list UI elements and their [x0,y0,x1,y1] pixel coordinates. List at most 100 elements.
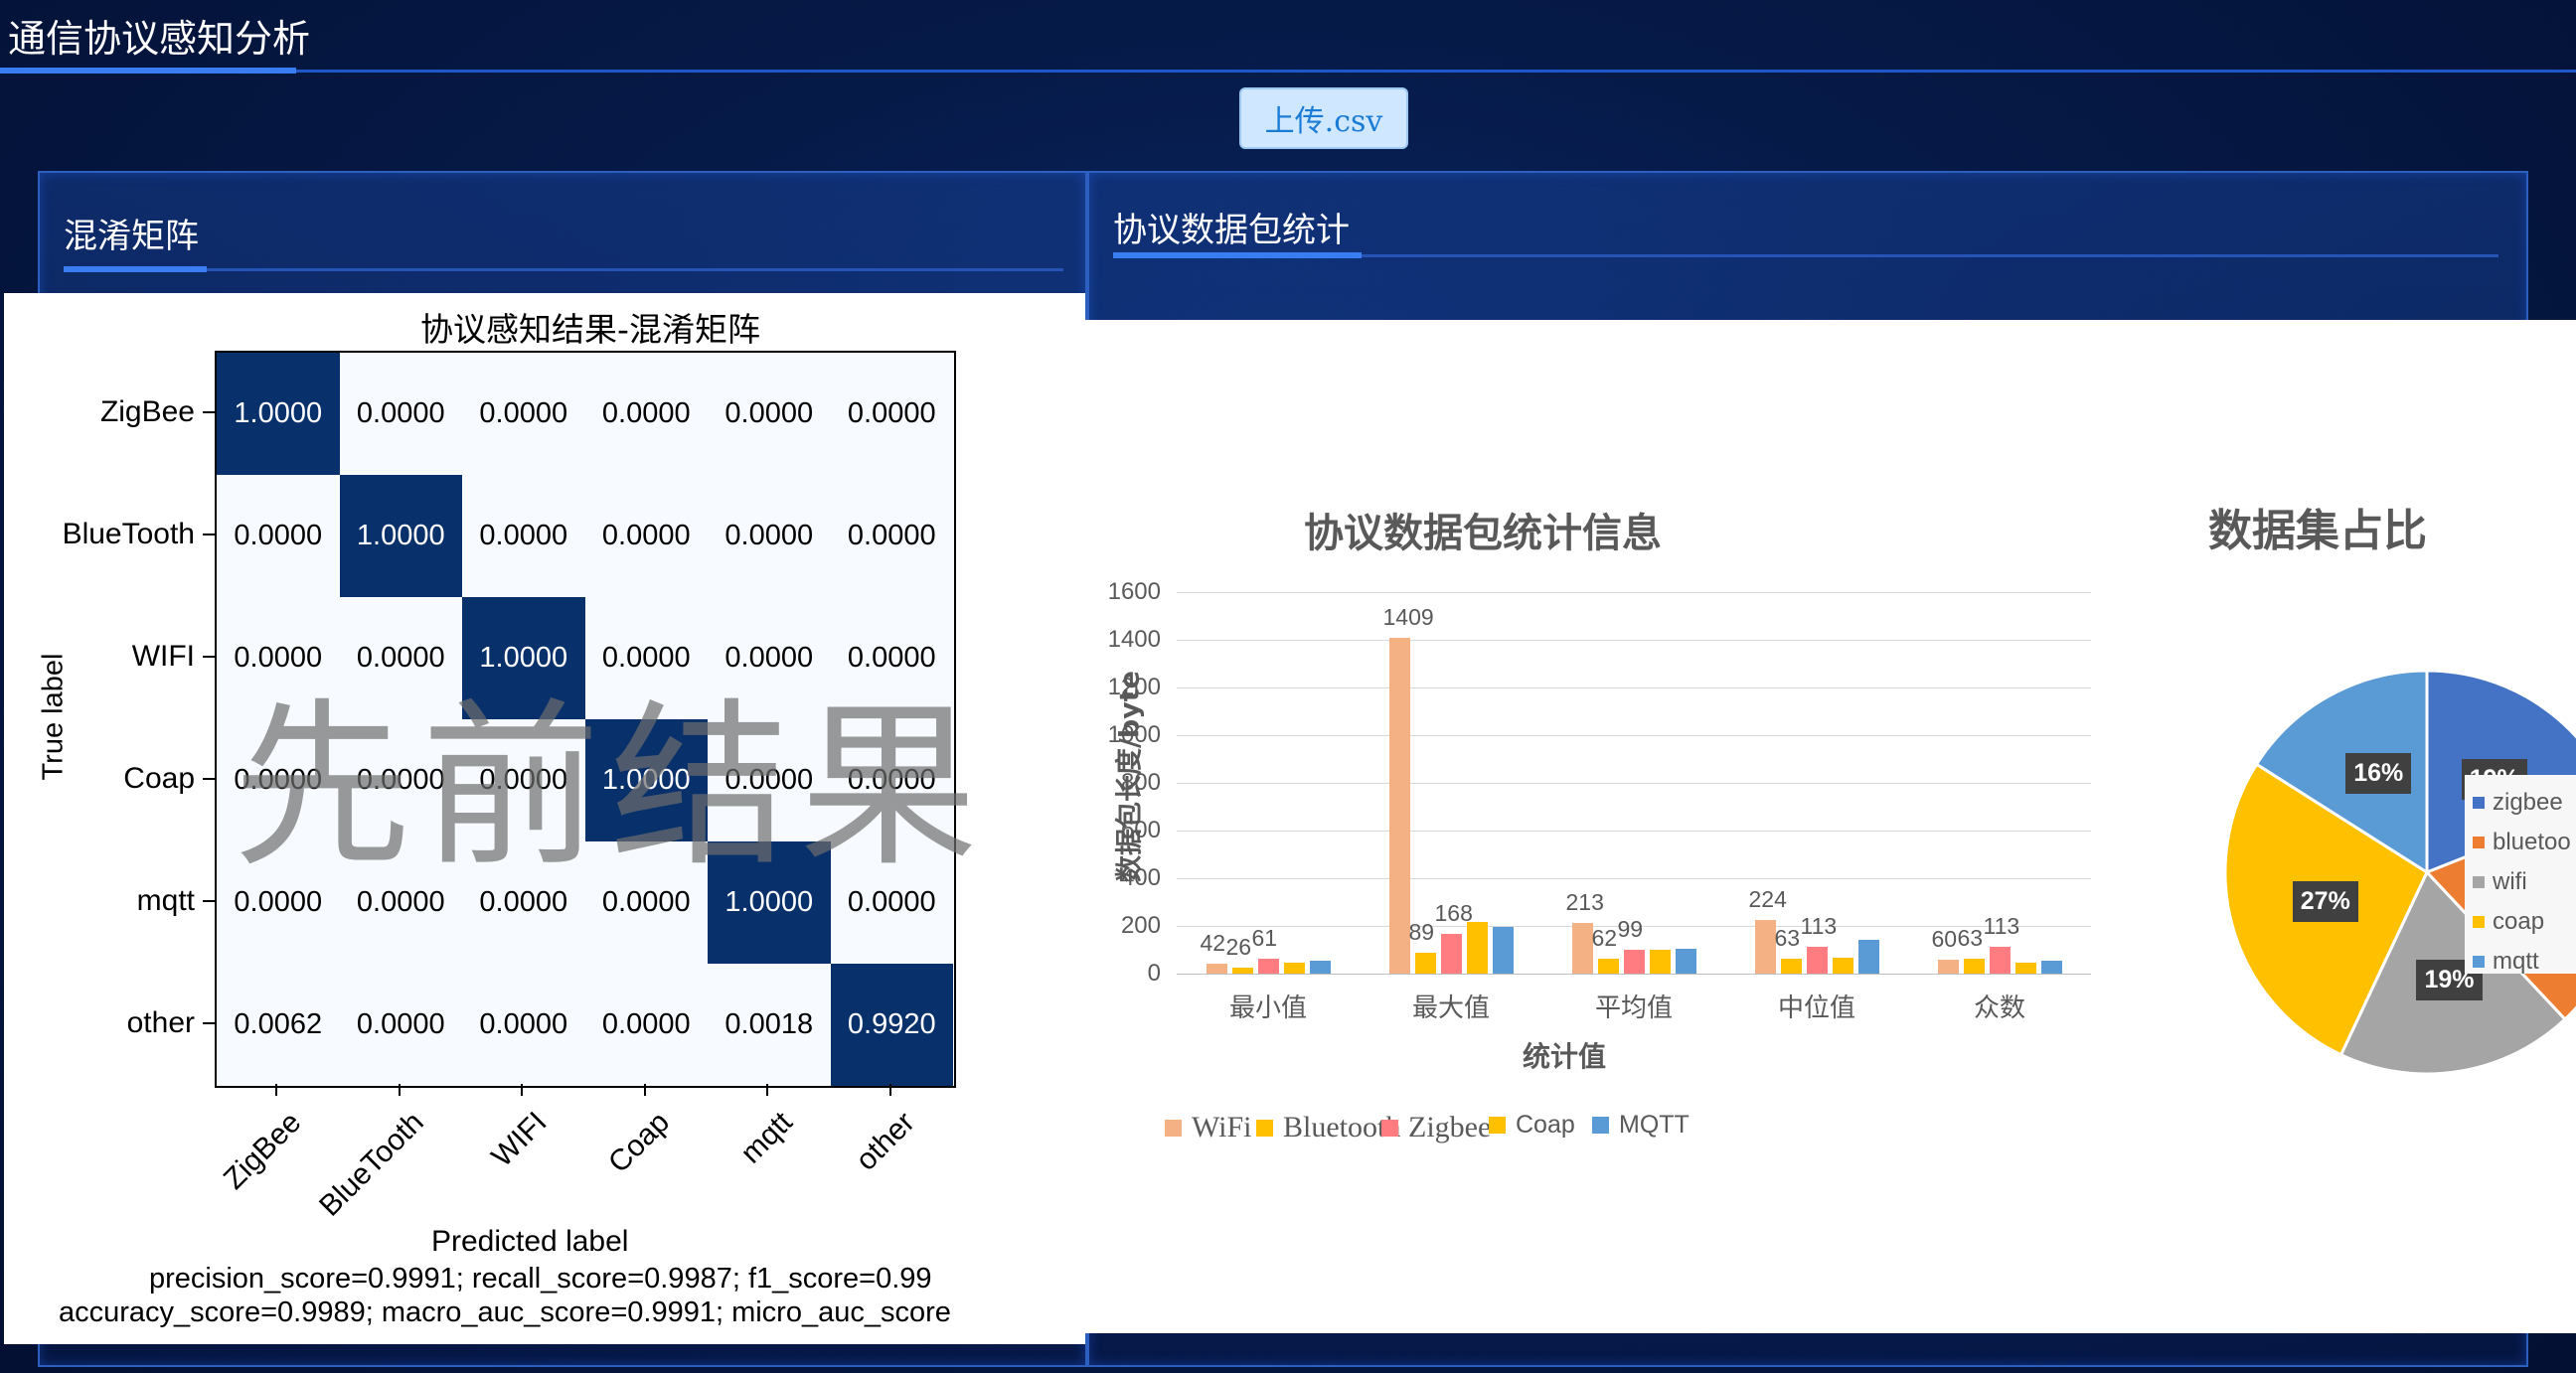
bar-data-label: 26 [1225,933,1252,960]
bar-data-label: 42 [1200,929,1226,956]
cm-cell: 0.0000 [479,1008,568,1040]
cm-cell: 0.0000 [234,642,323,674]
pie-legend-swatch [2473,916,2485,928]
cm-cell: 0.0000 [234,520,323,551]
confusion-matrix-image: 协议感知结果-混淆矩阵 1.0000 0.0000 0.0000 0.0000 0.00… [4,293,1085,1344]
cm-cell: 0.0062 [234,1008,323,1040]
x-category-label: 最小值 [1228,993,1307,1023]
cm-cell: 0.0000 [601,1008,691,1040]
cm-cell: 0.0000 [847,397,936,429]
gridline [1177,878,2091,879]
cm-x-tick [643,1084,646,1096]
legend-label: Zigbee [1408,1111,1492,1144]
gridline [1177,687,2091,688]
cm-cell: 0.0000 [847,642,936,674]
cm-col-label: other [850,1106,921,1177]
bar [1466,922,1488,974]
cm-cell: 0.0000 [234,764,323,796]
upload-csv-button[interactable]: 上传.csv [1239,87,1408,149]
panel-divider [1113,254,2498,257]
pie-legend-item: zigbee [2473,789,2563,817]
legend-label: Coap [1516,1111,1575,1139]
y-tick-label: 800 [1120,769,1161,796]
pie-chart-title: 数据集占比 [2208,506,2427,556]
cm-cell: 0.0000 [234,886,323,918]
bar [1440,933,1462,974]
cm-cell: 1.0000 [339,475,462,597]
pie-legend-item: coap [2473,908,2544,936]
bar [1989,946,2011,974]
y-tick-label: 400 [1120,864,1161,891]
cm-cell: 0.0000 [724,397,814,429]
bar-data-label: 63 [1957,924,1984,951]
y-tick-label: 1400 [1107,626,1161,653]
cm-x-tick [766,1084,768,1096]
bar-data-label: 113 [1800,912,1838,939]
cm-cell: 0.0000 [356,397,445,429]
cm-col-label: mqtt [733,1106,799,1170]
y-tick-label: 1000 [1107,721,1161,748]
cm-cell: 0.0000 [601,886,691,918]
bar [1963,958,1985,974]
bar-chart-title: 协议数据包统计信息 [1304,511,1662,556]
cm-row-label: BlueTooth [62,518,195,550]
bar [1780,958,1802,974]
pie-legend-label: mqtt [2493,948,2539,974]
bar [1806,946,1828,974]
panel-title: 协议数据包统计 [1113,211,1350,250]
cm-x-tick [888,1084,891,1096]
legend-swatch [1381,1119,1398,1137]
legend-item: Bluetooth [1256,1111,1400,1144]
cm-cell: 0.0000 [601,642,691,674]
bar-x-axis-label: 统计值 [1523,1040,1607,1073]
bar-data-label: 1409 [1382,603,1434,630]
gridline [1177,592,2091,593]
cm-y-tick [203,1022,215,1024]
cm-col-label: ZigBee [217,1106,308,1196]
bar-chart: 0 200 400 600 800 1000 1200 1400 1600 42 26 61 最小值 14… [1085,320,2178,1214]
cm-cell: 1.0000 [217,353,340,475]
cm-col-label: WIFI [485,1106,554,1174]
panel-divider [64,268,1063,271]
legend-swatch [1165,1119,1182,1137]
cm-title: 协议感知结果-混淆矩阵 [420,310,760,349]
pie-legend-item: mqtt [2473,948,2539,974]
pie-legend: zigbee bluetoo wifi coap mqtt [2465,775,2576,974]
cm-y-tick [203,778,215,780]
cm-x-tick [398,1084,401,1096]
score-line-2: accuracy_score=0.9989; macro_auc_score=0… [59,1297,951,1328]
bar-data-label: 99 [1617,916,1644,943]
bar-data-label: 63 [1774,924,1801,951]
pie-value-label: 27% [2292,881,2358,923]
bar [1492,927,1514,974]
cm-y-tick [203,900,215,902]
x-category-label: 平均值 [1594,993,1673,1023]
cm-cell: 0.0000 [356,642,445,674]
x-category-label: 中位值 [1777,993,1855,1023]
cm-cell: 0.0000 [724,642,814,674]
bar [1754,920,1776,974]
cm-col-label: BlueTooth [313,1106,430,1223]
bar [2040,960,2062,974]
legend-label: Bluetooth [1283,1111,1401,1144]
cm-cell: 0.0000 [601,520,691,551]
gridline [1177,735,2091,736]
cm-y-tick [203,534,215,535]
cm-cell: 1.0000 [708,841,831,964]
watermark-text: 先前结果 [233,684,989,891]
cm-cell: 0.0000 [479,886,568,918]
bar [1832,958,1853,974]
cm-row-label: WIFI [131,640,195,673]
bar-data-label: 168 [1434,899,1473,926]
bar [1937,959,1959,974]
cm-cell: 1.0000 [462,597,585,719]
bar [1597,959,1619,974]
gridline [1177,831,2091,832]
bar [1257,959,1279,974]
y-tick-label: 0 [1147,960,1161,987]
gridline [1177,783,2091,784]
cm-row-label: other [126,1006,195,1039]
bar [1206,963,1227,974]
cm-y-tick [203,656,215,658]
cm-y-tick [203,411,215,413]
